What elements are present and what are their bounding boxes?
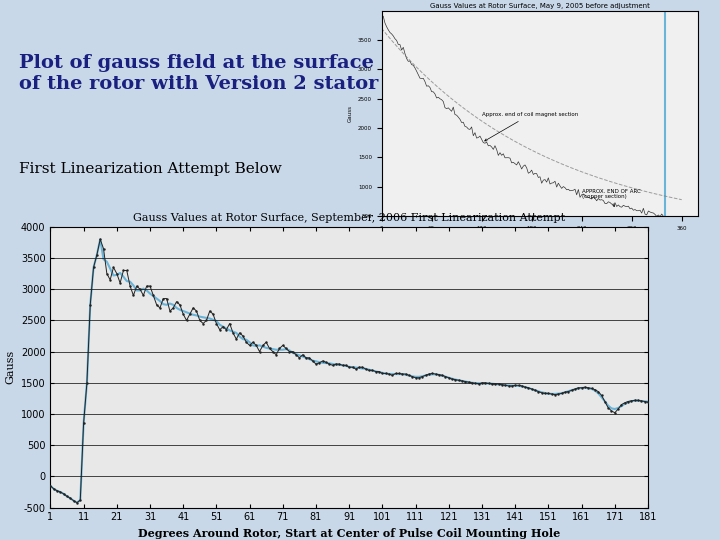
X-axis label: Degrees Around Rotor, Start at Center of Pulse Coil Mounting Hole: Degrees Around Rotor, Start at Center of… <box>138 528 560 539</box>
Text: nd Rotor: nd Rotor <box>528 243 552 248</box>
Title: Gauss Values at Rotor Surface, May 9, 2005 before adjustment: Gauss Values at Rotor Surface, May 9, 20… <box>430 3 650 9</box>
Y-axis label: Gauss: Gauss <box>347 105 352 122</box>
Title: Gauss Values at Rotor Surface, September, 2006 First Linearization Attempt: Gauss Values at Rotor Surface, September… <box>133 213 565 223</box>
Y-axis label: Gauss: Gauss <box>5 350 15 384</box>
Text: Plot of gauss field at the surface
of the rotor with Version 2 stator: Plot of gauss field at the surface of th… <box>19 54 379 93</box>
Text: APPROX. END OF ARC
(copper section): APPROX. END OF ARC (copper section) <box>582 188 640 207</box>
Text: Approx. end of coil magnet section: Approx. end of coil magnet section <box>482 112 578 141</box>
Text: First Linearization Attempt Below: First Linearization Attempt Below <box>19 162 282 176</box>
